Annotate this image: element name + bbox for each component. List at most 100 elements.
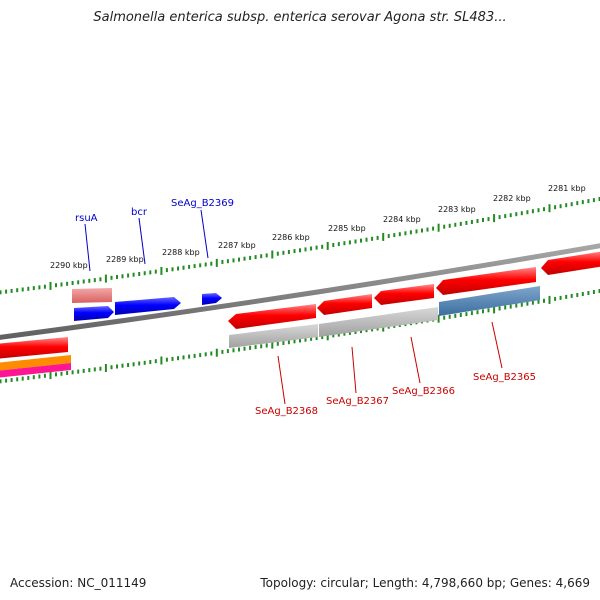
gene-label-bcr[interactable]: bcr [131, 207, 148, 218]
gene-rsuA-arrow[interactable] [74, 306, 114, 321]
upper-scale-minor-tick [299, 248, 301, 253]
upper-scale-minor-tick [88, 278, 91, 283]
lower-scale-minor-tick [448, 314, 451, 319]
lower-scale-minor-tick [221, 349, 224, 354]
upper-scale-track [0, 197, 600, 295]
gene-SeAg_B2369-arrow[interactable] [202, 293, 222, 305]
gene-label-SeAg_B2369[interactable]: SeAg_B2369 [171, 198, 234, 209]
lower-scale-minor-tick [77, 369, 80, 374]
upper-scale-minor-tick [27, 286, 30, 291]
upper-scale-minor-tick [421, 228, 423, 233]
scale-label-2281: 2281 kbp [548, 184, 586, 193]
upper-scale-minor-tick [60, 282, 63, 287]
lower-scale-minor-tick [581, 292, 584, 296]
gene-label-SeAg_B2366[interactable]: SeAg_B2366 [392, 386, 455, 397]
lower-scale-minor-tick [210, 351, 213, 356]
gene-label-SeAg_B2365[interactable]: SeAg_B2365 [473, 372, 536, 383]
lower-scale-minor-tick [321, 335, 324, 340]
lower-scale-minor-tick [587, 291, 590, 295]
upper-scale-major-tick [215, 258, 218, 267]
gene-SeAg_B2368-arrow[interactable] [228, 304, 316, 329]
upper-scale-minor-tick [55, 283, 57, 288]
gene-reverse-right-edge[interactable] [541, 251, 600, 275]
lower-scale-minor-tick [282, 341, 285, 345]
upper-scale-minor-tick [570, 202, 573, 207]
genome-title: Salmonella enterica subsp. enterica sero… [93, 10, 507, 25]
lower-scale-major-tick [104, 364, 107, 372]
gene-label-rsuA[interactable]: rsuA [75, 213, 98, 224]
lower-scale-minor-tick [526, 301, 529, 306]
upper-scale-minor-tick [182, 265, 185, 270]
lower-scale-minor-tick [121, 363, 124, 368]
upper-scale-major-tick [326, 241, 329, 250]
lower-scale-minor-tick [21, 376, 24, 381]
gene-bcr-arrow[interactable] [115, 297, 181, 315]
upper-scale-minor-tick [127, 273, 130, 278]
upper-scale-minor-tick [482, 218, 484, 222]
lower-scale-minor-tick [315, 336, 318, 340]
lower-scale-minor-tick [537, 299, 540, 304]
upper-scale-minor-tick [376, 235, 379, 240]
upper-scale-major-tick [49, 281, 52, 290]
upper-scale-minor-tick [598, 197, 600, 201]
upper-scale-minor-tick [520, 211, 523, 216]
upper-scale-minor-tick [365, 237, 368, 242]
upper-scale-minor-tick [71, 281, 74, 285]
lower-scale-minor-tick [570, 293, 573, 298]
upper-scale-minor-tick [454, 222, 457, 227]
lower-scale-major-tick [215, 348, 218, 357]
lower-scale-minor-tick [337, 332, 340, 337]
topology-summary: Topology: circular; Length: 4,798,660 bp… [260, 576, 590, 590]
lower-scale-minor-tick [193, 353, 196, 358]
upper-scale-major-tick [160, 266, 163, 275]
upper-scale-minor-tick [387, 234, 390, 238]
lower-scale-minor-tick [182, 355, 185, 360]
scale-label-2288: 2288 kbp [162, 248, 200, 257]
connector-SeAg_B2369 [200, 209, 209, 259]
lower-scale-minor-tick [543, 298, 545, 303]
gene-reverse-left-edge[interactable] [0, 337, 68, 359]
upper-scale-minor-tick [565, 203, 568, 208]
lower-scale-minor-tick [310, 336, 313, 341]
upper-scale-minor-tick [32, 286, 35, 291]
upper-scale-minor-tick [132, 272, 135, 277]
upper-scale-major-tick [437, 223, 440, 232]
upper-scale-minor-tick [310, 246, 313, 251]
lower-scale-minor-tick [304, 337, 307, 342]
lower-scale-minor-tick [520, 302, 523, 307]
scale-label-2282: 2282 kbp [493, 194, 531, 203]
connector-SeAg_B2367 [351, 346, 357, 394]
gene-SeAg_B2365-arrow[interactable] [436, 267, 536, 295]
connector-SeAg_B2365 [491, 321, 503, 369]
upper-scale-minor-tick [116, 275, 118, 279]
connector-SeAg_B2366 [410, 336, 421, 384]
lower-scale-minor-tick [576, 293, 579, 297]
upper-scale-minor-tick [315, 245, 318, 250]
upper-scale-minor-tick [265, 253, 268, 258]
gene-SeAg_B2366-arrow[interactable] [374, 284, 434, 305]
upper-scale-minor-tick [43, 284, 46, 289]
lower-scale-minor-tick [598, 289, 600, 293]
lower-feature-band [0, 286, 540, 378]
upper-scale-major-tick [104, 274, 107, 283]
lower-scale-minor-tick [554, 296, 557, 301]
upper-scale-minor-tick [304, 247, 307, 252]
upper-scale-minor-tick [415, 229, 418, 234]
upper-scale-minor-tick [371, 236, 374, 241]
lower-scale-minor-tick [55, 372, 57, 377]
upper-scale-minor-tick [276, 251, 279, 256]
lower-scale-minor-tick [88, 368, 91, 373]
lower-scale-minor-tick [43, 373, 46, 378]
upper-scale-minor-tick [243, 256, 246, 261]
upper-scale-minor-tick [470, 220, 473, 224]
gene-SeAg_B2367-arrow[interactable] [317, 294, 372, 315]
upper-scale-minor-tick [238, 257, 240, 262]
upper-scale-minor-tick [443, 224, 446, 229]
upper-scale-minor-tick [576, 201, 579, 206]
upper-scale-minor-tick [38, 285, 41, 290]
gene-label-SeAg_B2368[interactable]: SeAg_B2368 [255, 406, 318, 417]
reverse-strand-features [0, 251, 600, 359]
gene-label-SeAg_B2367[interactable]: SeAg_B2367 [326, 396, 389, 407]
upper-scale-minor-tick [509, 213, 512, 218]
connector-rsuA [84, 223, 91, 272]
